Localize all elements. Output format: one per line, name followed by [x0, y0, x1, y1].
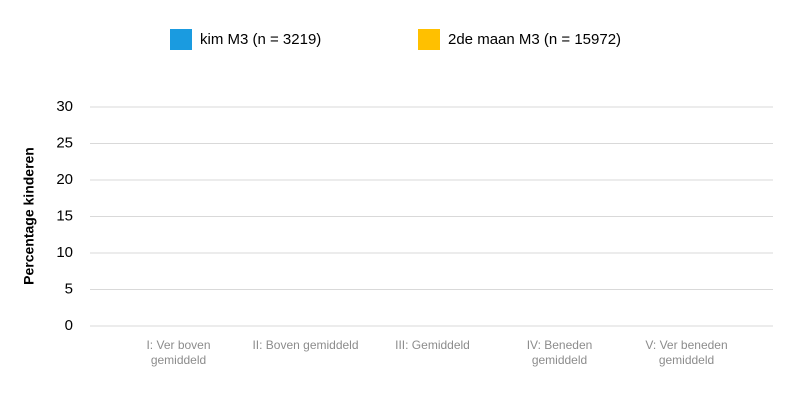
legend-swatch: [170, 29, 192, 50]
x-tick-label: III: Gemiddeld: [395, 338, 470, 352]
x-tick-label: IV: Beneden gemiddeld: [526, 338, 593, 367]
y-tick-label: 10: [56, 244, 73, 261]
y-axis-label: Percentage kinderen: [21, 147, 37, 285]
legend-label: kim M3 (n = 3219): [200, 31, 321, 48]
x-tick-label: V: Ver beneden gemiddeld: [645, 338, 728, 367]
y-tick-label: 20: [56, 171, 73, 188]
y-tick-label: 15: [56, 207, 73, 224]
legend-swatch: [418, 29, 440, 50]
legend-label: 2de maan M3 (n = 15972): [448, 31, 621, 48]
y-tick-label: 0: [65, 317, 73, 334]
y-tick-label: 25: [56, 134, 73, 151]
y-tick-label: 30: [56, 98, 73, 115]
x-tick-label: II: Boven gemiddeld: [252, 338, 359, 352]
x-tick-label: I: Ver boven gemiddeld: [146, 338, 211, 367]
y-tick-label: 5: [65, 280, 73, 297]
